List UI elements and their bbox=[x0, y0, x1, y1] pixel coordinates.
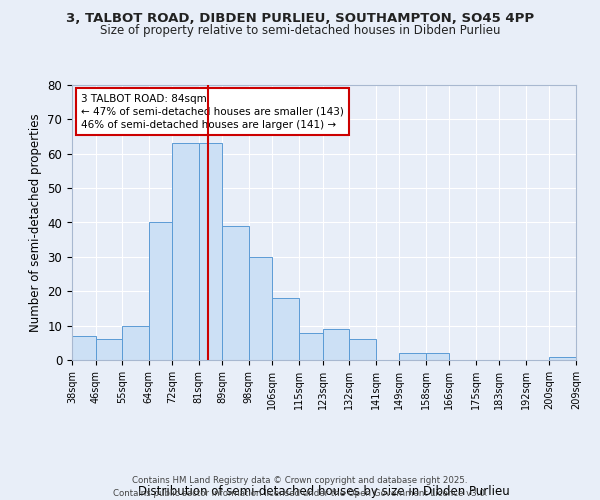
Bar bbox=[172, 144, 199, 360]
Bar bbox=[223, 226, 249, 360]
Bar bbox=[249, 257, 272, 360]
Bar bbox=[425, 353, 449, 360]
Bar bbox=[299, 332, 323, 360]
Text: 3 TALBOT ROAD: 84sqm
← 47% of semi-detached houses are smaller (143)
46% of semi: 3 TALBOT ROAD: 84sqm ← 47% of semi-detac… bbox=[81, 94, 344, 130]
Text: 3, TALBOT ROAD, DIBDEN PURLIEU, SOUTHAMPTON, SO45 4PP: 3, TALBOT ROAD, DIBDEN PURLIEU, SOUTHAMP… bbox=[66, 12, 534, 26]
Y-axis label: Number of semi-detached properties: Number of semi-detached properties bbox=[29, 113, 42, 332]
X-axis label: Distribution of semi-detached houses by size in Dibden Purlieu: Distribution of semi-detached houses by … bbox=[138, 486, 510, 498]
Text: Contains HM Land Registry data © Crown copyright and database right 2025.
Contai: Contains HM Land Registry data © Crown c… bbox=[113, 476, 487, 498]
Bar bbox=[323, 329, 349, 360]
Bar bbox=[149, 222, 172, 360]
Text: Size of property relative to semi-detached houses in Dibden Purlieu: Size of property relative to semi-detach… bbox=[100, 24, 500, 37]
Bar bbox=[72, 336, 95, 360]
Bar bbox=[122, 326, 149, 360]
Bar bbox=[95, 340, 122, 360]
Bar bbox=[349, 340, 376, 360]
Bar bbox=[272, 298, 299, 360]
Bar bbox=[550, 356, 576, 360]
Bar bbox=[399, 353, 425, 360]
Bar bbox=[199, 144, 223, 360]
